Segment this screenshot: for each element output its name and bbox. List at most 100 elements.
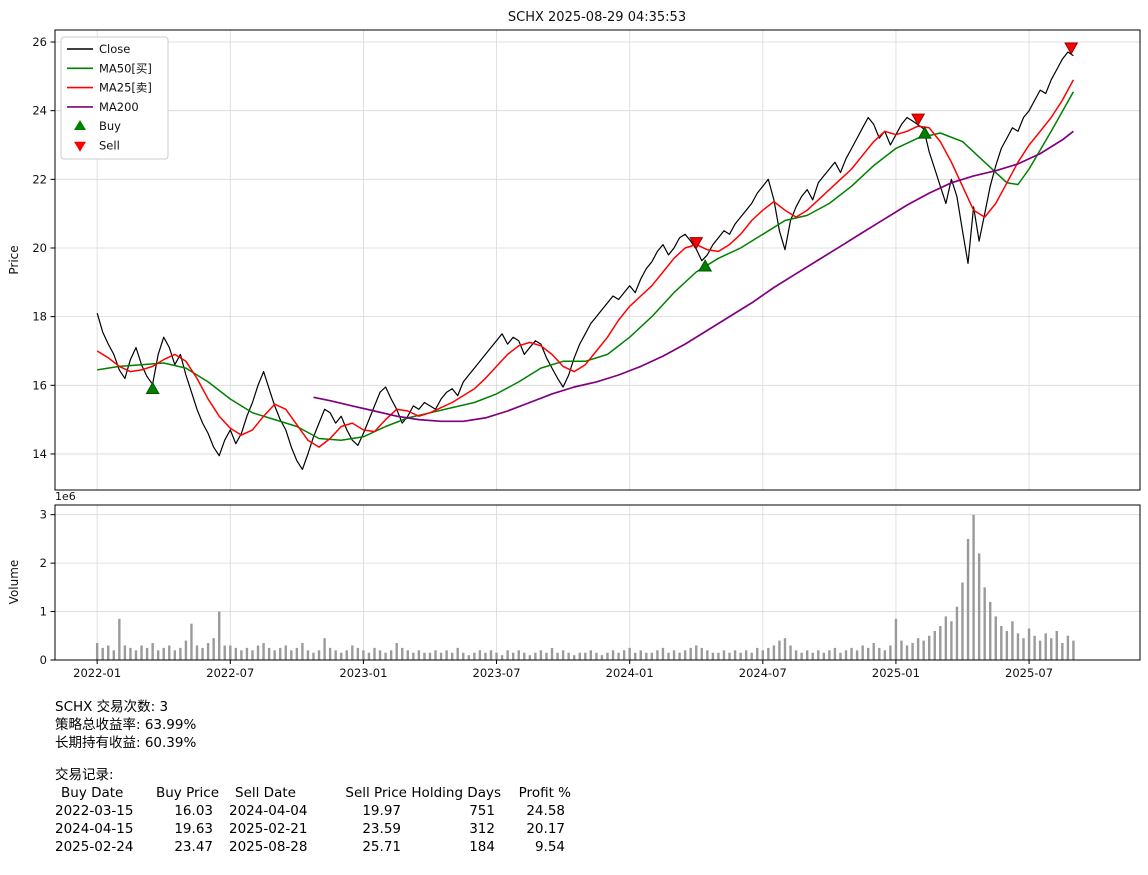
trade-table-row: 2022-03-15 16.03 2024-04-04 19.97 751 24.58: [55, 802, 1148, 820]
trade-cell: 20.17: [526, 821, 565, 837]
summary-hold-return: 长期持有收益: 60.39%: [55, 735, 197, 751]
volume-bar: [867, 647, 870, 660]
volume-bar: [295, 647, 299, 660]
volume-y-tick-label: 1: [40, 605, 47, 619]
volume-bar: [822, 652, 826, 660]
volume-bar: [500, 655, 504, 660]
volume-bar: [894, 618, 898, 660]
summary-strategy-return: 策略总收益率: 63.99%: [55, 717, 197, 733]
trade-cell: 23.47: [174, 839, 213, 855]
trade-column-header: Sell Price: [345, 785, 407, 801]
stock-chart-figure: SCHX 2025-08-29 04:35:53 Price Volume 1e…: [7, 10, 1141, 680]
volume-bar: [351, 645, 354, 660]
volume-bar: [872, 643, 875, 660]
volume-bar: [861, 645, 864, 660]
legend-sell-marker: [74, 141, 86, 152]
volume-bar: [256, 645, 260, 660]
volume-bar: [733, 650, 737, 660]
volume-bar: [428, 652, 432, 660]
volume-bar: [950, 621, 953, 660]
volume-bar: [584, 652, 587, 660]
legend-label: Buy: [99, 119, 121, 133]
volume-bar: [484, 652, 487, 660]
price-y-tick-label: 18: [32, 310, 47, 324]
spacer: [55, 752, 1148, 766]
volume-bar: [634, 652, 637, 660]
volume-bar: [1044, 633, 1047, 660]
volume-bar: [362, 650, 365, 660]
volume-bar: [650, 652, 654, 660]
volume-bar: [389, 650, 393, 660]
volume-bar: [201, 647, 204, 660]
volume-bar: [173, 650, 177, 660]
volume-bar: [961, 582, 964, 660]
volume-y-tick-label: 3: [40, 508, 47, 522]
chart-title: SCHX 2025-08-29 04:35:53: [508, 10, 686, 25]
trade-cell: 2024-04-04: [229, 803, 308, 819]
volume-bar: [977, 553, 981, 660]
volume-bar: [789, 645, 792, 660]
volume-bar: [462, 652, 465, 660]
volume-bar: [628, 647, 631, 660]
volume-bar: [539, 650, 543, 660]
volume-bar: [955, 606, 959, 660]
volume-bar: [162, 647, 165, 660]
volume-bar: [151, 643, 154, 660]
volume-bar: [717, 652, 720, 660]
volume-bar: [328, 647, 332, 660]
x-tick-label: 2025-01: [872, 666, 920, 680]
legend-label: MA50[买]: [99, 61, 152, 75]
volume-bar: [101, 647, 104, 660]
volume-bar: [989, 601, 992, 661]
summary-block: SCHX 交易次数: 3 策略总收益率: 63.99% 长期持有收益: 60.3…: [55, 698, 1148, 856]
volume-bar: [617, 652, 620, 660]
sell-marker: [1064, 42, 1079, 55]
price-y-tick-label: 26: [32, 35, 47, 49]
volume-bar: [306, 650, 310, 660]
volume-bar: [1005, 630, 1009, 660]
trade-log-title: 交易记录:: [55, 767, 114, 783]
volume-scale-label: 1e6: [55, 490, 76, 503]
trade-column-header: Buy Date: [61, 785, 124, 801]
volume-bar: [184, 640, 188, 661]
volume-bar: [423, 652, 426, 660]
volume-bar: [883, 650, 887, 660]
volume-bar: [107, 645, 110, 660]
volume-bar: [811, 652, 814, 660]
volume-bar: [878, 647, 881, 660]
volume-bar: [1011, 621, 1014, 660]
trade-cell: 19.63: [174, 821, 213, 837]
volume-bar: [1027, 628, 1031, 660]
volume-bar: [855, 650, 859, 660]
volume-bar: [656, 650, 659, 660]
sell-marker: [911, 113, 926, 126]
volume-bar: [367, 652, 371, 660]
volume-bar: [689, 647, 692, 660]
volume-bar: [1033, 635, 1036, 660]
volume-bar: [345, 650, 348, 660]
volume-bar: [528, 655, 532, 660]
x-tick-label: 2023-01: [339, 666, 387, 680]
volume-bar: [1055, 630, 1058, 660]
volume-axis-label: Volume: [7, 560, 21, 605]
volume-bar: [922, 640, 925, 661]
volume-bar: [1050, 638, 1053, 660]
volume-bar: [284, 645, 287, 660]
volume-bar: [744, 650, 748, 660]
volume-bar: [95, 643, 99, 660]
volume-bar: [384, 652, 387, 660]
volume-bar: [234, 647, 238, 660]
volume-bar: [523, 652, 526, 660]
volume-bar: [140, 645, 143, 660]
trade-column-header: Buy Price: [155, 785, 219, 801]
volume-bar: [1072, 640, 1075, 661]
trade-cell: 2022-03-15: [55, 803, 134, 819]
volume-bar: [778, 640, 781, 661]
volume-y-tick-label: 0: [40, 653, 47, 667]
volume-bar: [994, 616, 997, 660]
close-line: [96, 51, 1074, 470]
trade-cell: 9.54: [534, 839, 565, 855]
volume-bar: [767, 647, 770, 660]
volume-bar: [850, 647, 853, 660]
volume-bar: [412, 652, 415, 660]
